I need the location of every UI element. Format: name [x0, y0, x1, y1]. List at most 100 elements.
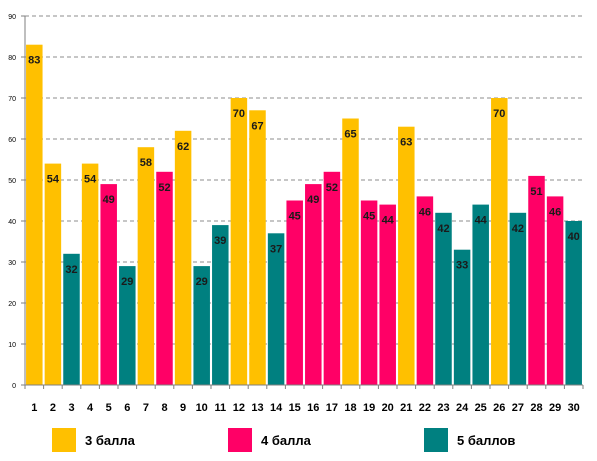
legend-swatch: [52, 428, 76, 452]
bar-19: [360, 200, 378, 385]
data-label: 54: [47, 174, 60, 186]
bar-15: [286, 200, 303, 385]
bar-8: [156, 171, 173, 385]
legend-item-4: 4 балла: [228, 428, 311, 452]
data-label: 63: [400, 137, 412, 149]
bar-6: [119, 266, 136, 385]
data-label: 44: [475, 215, 488, 227]
x-tick-label: 10: [196, 402, 208, 414]
bar-9: [174, 130, 192, 385]
x-tick-label: 24: [456, 402, 469, 414]
y-tick-label: 0: [12, 383, 16, 390]
bar-16: [305, 184, 322, 385]
data-label: 45: [363, 211, 375, 223]
x-tick-label: 28: [530, 402, 542, 414]
x-tick-label: 12: [233, 402, 245, 414]
bar-17: [323, 171, 341, 385]
bar-5: [100, 184, 117, 385]
y-tick-label: 90: [8, 14, 16, 21]
data-label: 29: [196, 276, 208, 288]
data-label: 83: [28, 55, 40, 67]
data-labels: 83 54 32 54 49 29 58 52 62 29 39 70 67 37 45 49 52 65 45 44…: [28, 55, 580, 288]
x-axis: 1 2 3 4 5 6 7 8 9 10 11 12 13 14 15 16 17 18 19 20 21 22 23 24 2…: [24, 384, 584, 414]
y-tick-label: 30: [8, 260, 16, 267]
data-label: 42: [512, 223, 524, 235]
x-tick-label: 11: [214, 402, 226, 414]
x-tick-label: 7: [143, 402, 149, 414]
bar-10: [193, 266, 210, 385]
data-label: 67: [251, 120, 263, 132]
y-tick-label: 80: [8, 55, 16, 62]
y-tick-label: 50: [8, 178, 16, 185]
bar-23: [435, 212, 452, 385]
data-label: 49: [103, 194, 115, 206]
x-tick-label: 1: [31, 402, 37, 414]
bar-4: [81, 163, 99, 385]
data-label: 42: [437, 223, 449, 235]
legend-label: 5 баллов: [457, 432, 516, 448]
data-label: 52: [326, 182, 338, 194]
bar-20: [379, 204, 396, 385]
x-tick-label: 21: [400, 402, 412, 414]
bar-25: [472, 204, 489, 385]
bar-14: [267, 233, 285, 385]
bar-26: [491, 98, 508, 385]
data-label: 58: [140, 157, 152, 169]
bar-13: [249, 110, 266, 386]
bar-22: [416, 196, 434, 385]
bar-18: [342, 118, 359, 385]
y-tick-label: 40: [8, 219, 16, 226]
x-tick-label: 27: [512, 402, 524, 414]
x-tick-label: 3: [68, 402, 74, 414]
bar-24: [453, 249, 471, 385]
bar-12: [230, 98, 248, 385]
x-tick-label: 22: [419, 402, 431, 414]
y-tick-label: 20: [8, 301, 16, 308]
data-label: 46: [419, 206, 431, 218]
bar-27: [509, 212, 527, 385]
x-tick-label: 23: [437, 402, 449, 414]
data-label: 51: [530, 186, 542, 198]
legend-swatch: [424, 428, 448, 452]
legend-item-5: 5 баллов: [424, 428, 515, 452]
data-label: 32: [65, 264, 77, 276]
bars: [26, 44, 582, 386]
data-label: 39: [214, 235, 226, 247]
x-tick-label: 17: [326, 402, 338, 414]
x-tick-label: 18: [344, 402, 356, 414]
legend-label: 3 балла: [85, 432, 135, 448]
data-label: 65: [344, 129, 356, 141]
y-tick-label: 60: [8, 137, 16, 144]
x-tick-label: 2: [50, 402, 56, 414]
x-tick-label: 4: [87, 402, 94, 414]
bar-29: [546, 196, 564, 385]
bar-2: [44, 163, 62, 385]
data-label: 62: [177, 141, 189, 153]
data-label: 49: [307, 194, 319, 206]
x-tick-label: 14: [270, 402, 283, 414]
x-tick-label: 20: [382, 402, 394, 414]
x-tick-label: 6: [124, 402, 130, 414]
data-label: 44: [382, 215, 395, 227]
legend-swatch: [228, 428, 252, 452]
bar-11: [212, 225, 229, 385]
x-tick-label: 29: [549, 402, 561, 414]
data-label: 45: [289, 211, 301, 223]
data-label: 37: [270, 243, 282, 255]
data-label: 29: [121, 276, 133, 288]
y-axis: 0 10 20 30 40 50 60 70 80 90: [8, 14, 26, 390]
bar-21: [398, 126, 415, 385]
gridlines: [25, 15, 583, 345]
x-tick-label: 25: [475, 402, 487, 414]
legend-item-3: 3 балла: [52, 428, 135, 452]
legend-label: 4 балла: [261, 432, 311, 448]
data-label: 33: [456, 260, 468, 272]
x-tick-label: 5: [106, 402, 112, 414]
bar-1: [26, 44, 43, 385]
x-tick-label: 8: [161, 402, 167, 414]
data-label: 54: [84, 174, 97, 186]
x-tick-label: 30: [568, 402, 580, 414]
x-tick-label: 16: [307, 402, 319, 414]
bar-3: [63, 253, 80, 385]
